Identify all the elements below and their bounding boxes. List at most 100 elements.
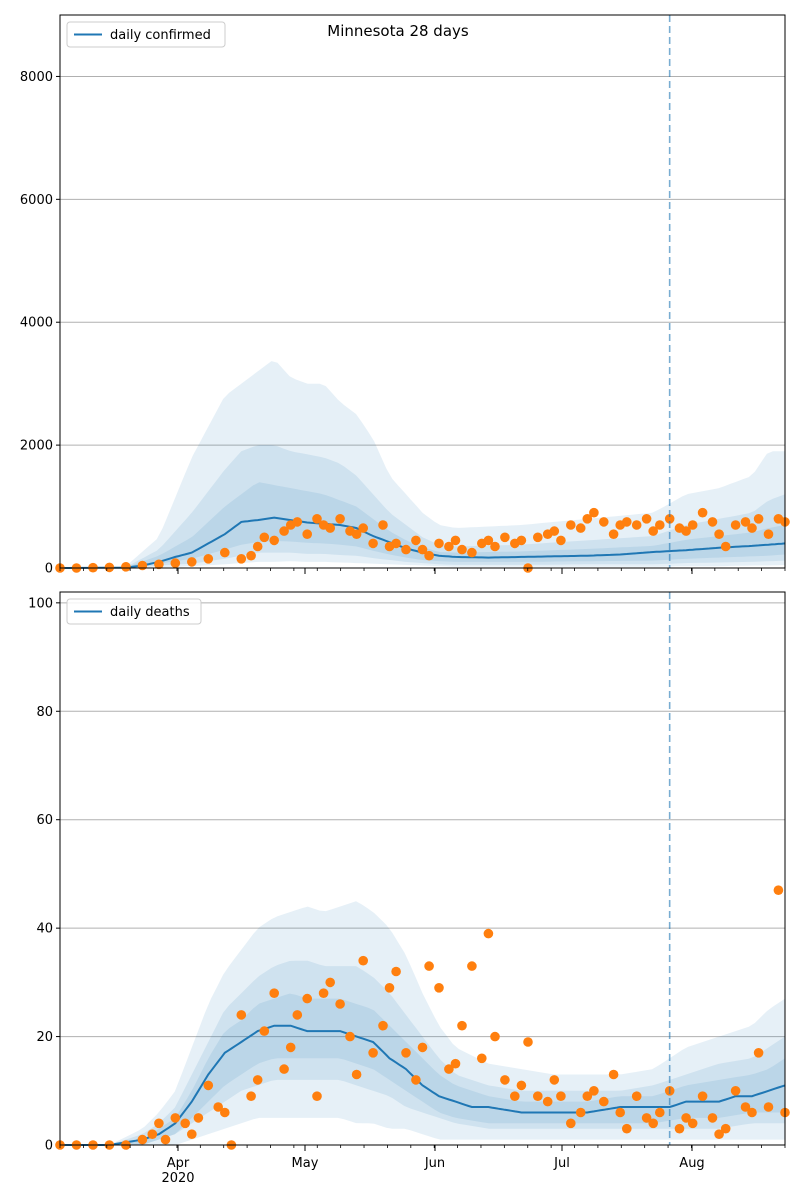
figure-title: Minnesota 28 days <box>327 22 469 40</box>
data-point <box>269 535 280 546</box>
data-point <box>655 1107 665 1118</box>
data-point <box>187 1129 197 1139</box>
data-point <box>246 1091 256 1101</box>
data-point <box>467 547 477 558</box>
data-point <box>582 514 593 524</box>
x-tick-label-jun: Jun <box>424 1156 445 1171</box>
y-tick-label: 20 <box>36 1030 53 1045</box>
data-point <box>575 1107 586 1118</box>
data-point <box>773 885 784 895</box>
x-tick-label-aug: Aug <box>679 1156 704 1171</box>
data-point <box>312 514 322 524</box>
data-point <box>674 1123 685 1134</box>
data-point <box>747 523 757 533</box>
data-point <box>753 514 764 524</box>
data-point <box>384 983 395 993</box>
data-point <box>252 541 263 552</box>
data-point <box>599 517 609 527</box>
y-tick-label: 40 <box>36 922 53 937</box>
data-point <box>358 955 369 966</box>
data-point <box>582 1091 593 1101</box>
data-point <box>259 532 270 543</box>
data-point <box>753 1048 764 1058</box>
data-point <box>424 961 434 971</box>
data-point <box>575 523 586 533</box>
data-point <box>269 988 280 998</box>
data-point <box>681 1113 691 1123</box>
data-point <box>516 535 527 546</box>
data-point <box>707 1113 718 1123</box>
y-tick-label: 6000 <box>20 193 53 208</box>
data-point <box>170 1113 181 1123</box>
data-point <box>391 538 401 549</box>
data-point <box>417 544 428 555</box>
data-point <box>137 1134 148 1145</box>
data-point <box>137 560 148 571</box>
data-point <box>549 526 560 536</box>
confidence-band <box>60 445 785 568</box>
y-tick-label: 4000 <box>20 316 53 331</box>
data-point <box>292 1010 303 1020</box>
data-point <box>335 514 345 524</box>
data-point <box>450 535 461 546</box>
y-tick-label: 100 <box>28 596 53 611</box>
y-tick-label: 0 <box>45 1139 53 1154</box>
data-point <box>424 550 434 561</box>
data-point <box>220 547 230 558</box>
data-point <box>292 517 303 527</box>
data-point <box>401 544 411 555</box>
data-point <box>457 1020 467 1031</box>
data-point <box>763 529 774 539</box>
data-point <box>318 988 329 998</box>
data-point <box>697 1091 708 1101</box>
data-point <box>391 966 401 977</box>
y-tick-label: 80 <box>36 705 53 720</box>
data-point <box>599 1096 609 1107</box>
data-point <box>655 520 665 530</box>
data-point <box>457 544 467 555</box>
data-point <box>490 541 500 552</box>
data-point <box>549 1075 560 1085</box>
data-point <box>368 1048 378 1058</box>
data-point <box>104 562 115 573</box>
y-tick-label: 60 <box>36 813 53 828</box>
data-point <box>589 507 599 518</box>
data-point <box>213 1102 223 1112</box>
data-point <box>687 520 698 530</box>
data-point <box>411 1075 421 1085</box>
data-point <box>622 517 632 527</box>
data-point <box>542 1096 553 1107</box>
data-point <box>203 1080 214 1091</box>
data-point <box>697 507 708 518</box>
data-point <box>648 526 658 536</box>
data-point <box>641 514 652 524</box>
data-point <box>763 1102 774 1112</box>
data-point <box>500 1075 510 1085</box>
data-point <box>510 1091 520 1101</box>
data-point <box>302 529 313 539</box>
data-point <box>444 541 454 552</box>
data-point <box>730 520 741 530</box>
legend-box <box>66 21 226 48</box>
data-point <box>740 1102 751 1112</box>
data-point <box>351 1069 362 1080</box>
data-point <box>325 523 336 533</box>
data-point <box>714 529 724 539</box>
data-point <box>203 554 214 564</box>
data-point <box>681 526 691 536</box>
data-point <box>187 557 197 567</box>
data-point <box>533 532 543 543</box>
x-year-label: 2020 <box>161 1171 194 1186</box>
data-point <box>566 520 576 530</box>
data-point <box>516 1080 527 1091</box>
data-point <box>467 961 477 971</box>
data-point <box>740 517 751 527</box>
x-tick-label-may: May <box>292 1156 319 1171</box>
data-point <box>648 1118 658 1129</box>
data-point <box>444 1064 454 1074</box>
data-point <box>325 977 336 988</box>
data-point <box>411 535 421 546</box>
data-point <box>401 1048 411 1058</box>
data-point <box>641 1113 652 1123</box>
